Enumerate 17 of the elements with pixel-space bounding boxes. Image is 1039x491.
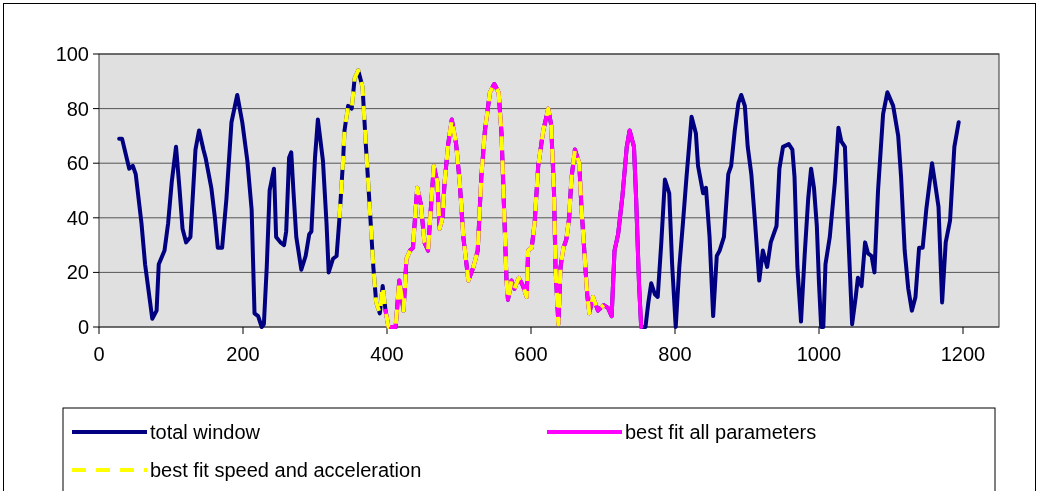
x-tick-label: 1200 (940, 343, 986, 365)
x-tick-label: 600 (514, 343, 548, 365)
x-tick-label: 0 (93, 343, 105, 365)
y-tick-label: 0 (77, 316, 89, 338)
x-tick-label: 400 (370, 343, 404, 365)
x-tick-label: 1000 (796, 343, 842, 365)
y-tick-label: 20 (66, 261, 89, 284)
legend-label: best fit speed and acceleration (150, 459, 422, 481)
y-tick-label: 100 (55, 43, 89, 65)
y-tick-label: 60 (66, 152, 89, 175)
legend-label: total window (150, 421, 261, 443)
line-series (337, 68, 606, 329)
y-tick-label: 40 (66, 206, 89, 229)
x-tick-label: 200 (226, 343, 260, 365)
y-tick-label: 80 (66, 97, 89, 120)
x-tick-label: 800 (658, 343, 692, 365)
legend-label: best fit all parameters (625, 421, 817, 443)
